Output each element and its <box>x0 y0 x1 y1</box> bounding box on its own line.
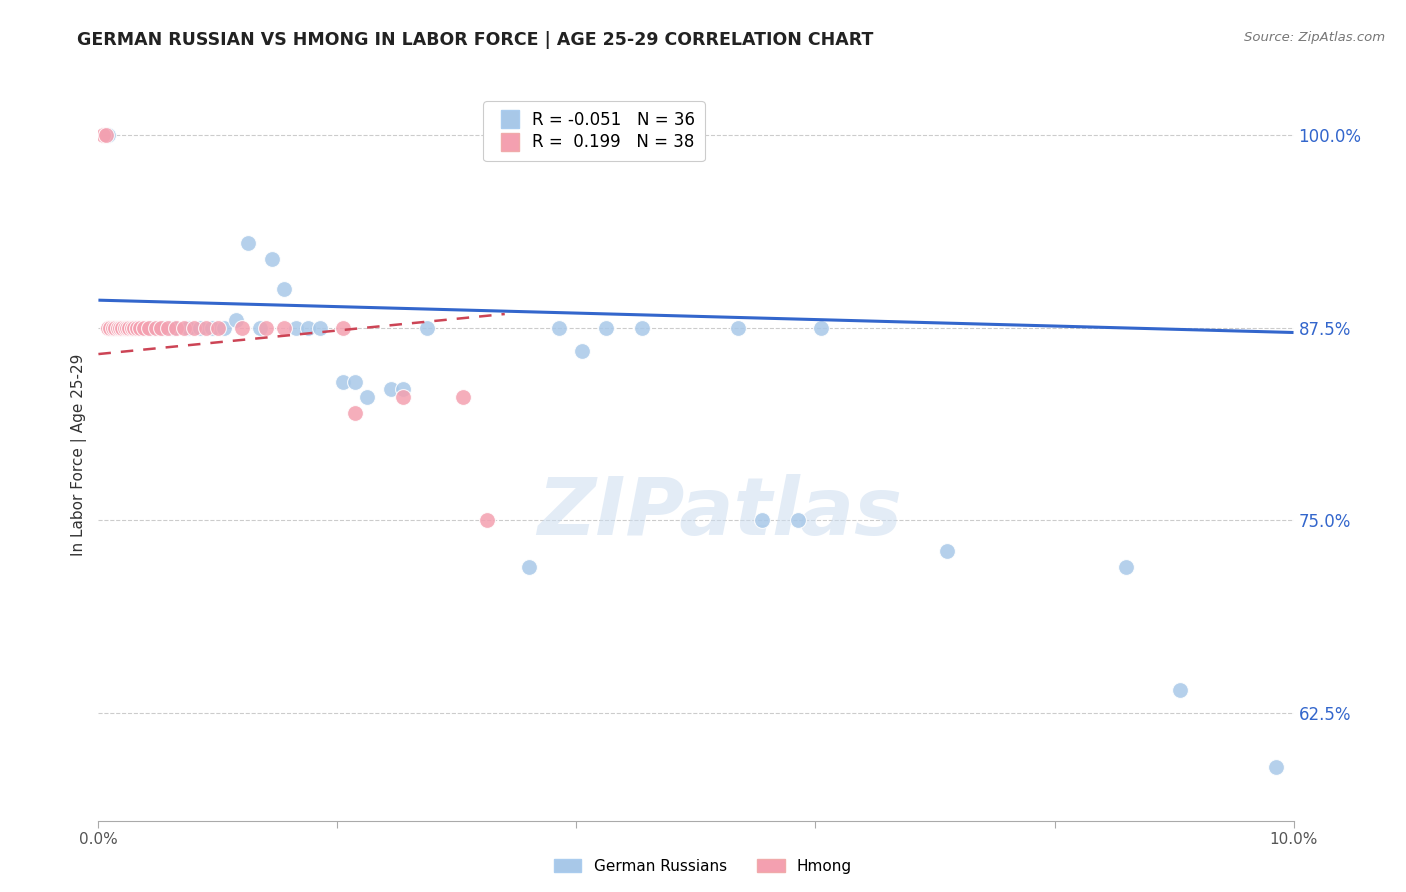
Point <box>145 321 167 335</box>
Point <box>141 321 163 335</box>
Point <box>308 321 330 335</box>
Point <box>297 321 319 335</box>
Point <box>115 321 138 335</box>
Point <box>207 321 229 335</box>
Point <box>547 321 569 335</box>
Point <box>727 321 749 335</box>
Point <box>101 321 124 335</box>
Point <box>156 321 179 335</box>
Point <box>195 321 218 335</box>
Point <box>284 321 307 335</box>
Point <box>273 282 295 296</box>
Point <box>94 128 117 143</box>
Point <box>254 321 277 335</box>
Point <box>380 383 402 397</box>
Point <box>392 390 415 404</box>
Point <box>97 128 120 143</box>
Point <box>231 321 253 335</box>
Point <box>118 321 141 335</box>
Text: GERMAN RUSSIAN VS HMONG IN LABOR FORCE | AGE 25-29 CORRELATION CHART: GERMAN RUSSIAN VS HMONG IN LABOR FORCE |… <box>77 31 873 49</box>
Point <box>344 406 367 420</box>
Point <box>91 128 114 143</box>
Point <box>332 321 354 335</box>
Point <box>104 321 127 335</box>
Point <box>98 321 122 335</box>
Point <box>260 252 283 266</box>
Point <box>936 544 959 558</box>
Point <box>188 321 211 335</box>
Point <box>451 390 474 404</box>
Point <box>107 321 129 335</box>
Point <box>786 513 808 527</box>
Text: Source: ZipAtlas.com: Source: ZipAtlas.com <box>1244 31 1385 45</box>
Point <box>631 321 654 335</box>
Point <box>114 321 136 335</box>
Point <box>225 313 247 327</box>
Point <box>125 321 148 335</box>
Point <box>273 321 295 335</box>
Point <box>97 321 120 335</box>
Point <box>332 375 354 389</box>
Point <box>212 321 235 335</box>
Point <box>173 321 195 335</box>
Point <box>595 321 617 335</box>
Point <box>111 321 134 335</box>
Point <box>344 375 367 389</box>
Y-axis label: In Labor Force | Age 25-29: In Labor Force | Age 25-29 <box>72 354 87 556</box>
Point <box>183 321 205 335</box>
Point <box>132 321 155 335</box>
Point <box>165 321 187 335</box>
Point <box>571 343 593 358</box>
Legend: R = -0.051   N = 36, R =  0.199   N = 38: R = -0.051 N = 36, R = 0.199 N = 38 <box>484 101 704 161</box>
Point <box>416 321 439 335</box>
Point <box>236 236 259 251</box>
Point <box>153 321 176 335</box>
Text: ZIPatlas: ZIPatlas <box>537 475 903 552</box>
Point <box>138 321 160 335</box>
Point <box>1115 559 1137 574</box>
Point <box>517 559 540 574</box>
Point <box>1168 682 1191 697</box>
Point <box>162 321 184 335</box>
Point <box>751 513 773 527</box>
Point <box>475 513 498 527</box>
Point <box>108 321 131 335</box>
Point <box>810 321 832 335</box>
Point <box>129 321 152 335</box>
Point <box>1264 760 1286 774</box>
Point <box>177 321 200 335</box>
Point <box>249 321 271 335</box>
Point <box>121 321 143 335</box>
Legend: German Russians, Hmong: German Russians, Hmong <box>548 853 858 880</box>
Point <box>124 321 146 335</box>
Point <box>392 383 415 397</box>
Point <box>201 321 224 335</box>
Point <box>149 321 172 335</box>
Point <box>356 390 378 404</box>
